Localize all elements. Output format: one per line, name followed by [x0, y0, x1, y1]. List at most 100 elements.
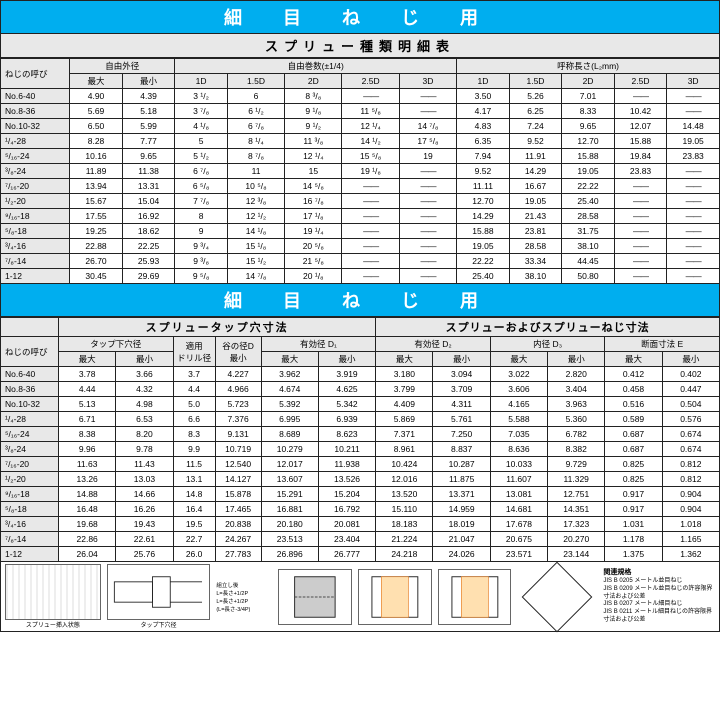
- t2-max4: 最大: [490, 352, 547, 367]
- cell: 20 ¹/₈: [285, 269, 342, 284]
- cell: 13.26: [59, 472, 116, 487]
- cell: 14.681: [490, 502, 547, 517]
- table-row: ⁷/₈-1422.8622.6122.724.26723.51323.40421…: [1, 532, 720, 547]
- table-row: ¹/₂-2015.6715.047 ⁷/₈12 ³/₈16 ⁷/₈————12.…: [1, 194, 720, 209]
- cell: 2.820: [548, 367, 605, 382]
- cell: 12.07: [614, 119, 667, 134]
- sg-inner: 内径 D₃: [490, 337, 605, 352]
- cell: 6 ¹/₂: [227, 104, 284, 119]
- cell: 15.878: [215, 487, 261, 502]
- cell: 24.267: [215, 532, 261, 547]
- grp-len: 呼称長さ(L₂mm): [457, 59, 720, 74]
- cell: 4.83: [457, 119, 510, 134]
- cell: 14.351: [548, 502, 605, 517]
- cell: ——: [399, 224, 456, 239]
- table-row: No.8-364.444.324.44.9664.6744.6253.7993.…: [1, 382, 720, 397]
- cell: 5.13: [59, 397, 116, 412]
- cell: ——: [614, 254, 667, 269]
- row-label: ⁵/₁₆-24: [1, 427, 59, 442]
- cell: ——: [667, 239, 720, 254]
- cell: 28.58: [562, 209, 615, 224]
- cell: 15.88: [614, 134, 667, 149]
- cell: 15.88: [457, 224, 510, 239]
- cell: 4.17: [457, 104, 510, 119]
- cell: 15 ¹/₂: [227, 254, 284, 269]
- cell: 19.05: [667, 134, 720, 149]
- sub-25d: 2.5D: [342, 74, 399, 89]
- table-row: ¹/₂-2013.2613.0313.114.12713.60713.52612…: [1, 472, 720, 487]
- cell: 0.674: [662, 442, 719, 457]
- sub-max: 最大: [70, 74, 123, 89]
- row-label: No.6-40: [1, 367, 59, 382]
- cell: 8 ⁷/₈: [227, 149, 284, 164]
- cell: 4.674: [261, 382, 318, 397]
- cell: 29.69: [122, 269, 175, 284]
- blank: [1, 318, 59, 337]
- standards-list: 関連規格 JIS B 0205 メートル並目ねじ JIS B 0209 メートル…: [603, 568, 715, 625]
- table-2: スプリュータップ穴寸法 スプリューおよびスプリューねじ寸法 ねじの呼び タップ下…: [0, 317, 720, 562]
- cell: 4.165: [490, 397, 547, 412]
- table-row: ³/₄-1622.8822.259 ³/₄15 ¹/₈20 ⁵/₈————19.…: [1, 239, 720, 254]
- cell: 4.39: [122, 89, 175, 104]
- cell: 14 ⁵/₈: [285, 179, 342, 194]
- cell: 4.227: [215, 367, 261, 382]
- cell: ——: [399, 104, 456, 119]
- cell: 24.218: [376, 547, 433, 562]
- row-label: ³/₈-24: [1, 164, 70, 179]
- diagram-strip: スプリュー挿入状態 タップ下穴径 組立し後 L=長さ+1/2P L=長さ+1/2…: [0, 562, 720, 632]
- cell: ——: [399, 209, 456, 224]
- cell: 44.45: [562, 254, 615, 269]
- cell: 6 ⁷/₈: [175, 164, 228, 179]
- cell: 5.0: [173, 397, 215, 412]
- cell: 3.094: [433, 367, 490, 382]
- cell: 19.05: [509, 194, 562, 209]
- cell: 3.799: [376, 382, 433, 397]
- cell: 6.995: [261, 412, 318, 427]
- sub-2d: 2D: [285, 74, 342, 89]
- cell: 7.94: [457, 149, 510, 164]
- cell: 19 ¹/₄: [285, 224, 342, 239]
- cell: 17 ¹/₈: [285, 209, 342, 224]
- cell: ——: [667, 89, 720, 104]
- row-label: ³/₄-16: [1, 239, 70, 254]
- cell: 5.723: [215, 397, 261, 412]
- stds-2: JIS B 0207 メートル細目ねじ: [603, 601, 682, 607]
- stds-1: JIS B 0209 メートル並目ねじの許容限界寸法および公差: [603, 586, 712, 600]
- row-label: ⁹/₁₆-18: [1, 209, 70, 224]
- cell: 18.019: [433, 517, 490, 532]
- cell: 25.40: [562, 194, 615, 209]
- col-yobi: ねじの呼び: [1, 59, 70, 89]
- cell: 8.623: [318, 427, 375, 442]
- t2-max2: 最大: [261, 352, 318, 367]
- cell: 13.94: [70, 179, 123, 194]
- cell: 0.687: [605, 427, 662, 442]
- cell: ——: [399, 239, 456, 254]
- sg-section: 断面寸法 E: [605, 337, 720, 352]
- cell: 13.526: [318, 472, 375, 487]
- row-label: ⁵/₈-18: [1, 502, 59, 517]
- cell: 12.751: [548, 487, 605, 502]
- cell: 8.636: [490, 442, 547, 457]
- cell: 9.78: [116, 442, 173, 457]
- row-label: ⁷/₈-14: [1, 532, 59, 547]
- table-row: ⁵/₁₆-2410.169.655 ¹/₂8 ⁷/₈12 ¹/₄15 ⁵/₈19…: [1, 149, 720, 164]
- cell: 4.44: [59, 382, 116, 397]
- sub-15d-b: 1.5D: [509, 74, 562, 89]
- cell: 15.88: [562, 149, 615, 164]
- cell: 7.24: [509, 119, 562, 134]
- cell: ——: [614, 209, 667, 224]
- cell: 15.291: [261, 487, 318, 502]
- grp-tap: スプリュータップ穴寸法: [59, 318, 376, 337]
- subtitle-1: スプリュー種類明細表: [0, 34, 720, 58]
- cell: 30.45: [70, 269, 123, 284]
- cell: ——: [614, 194, 667, 209]
- cell: 4.4: [173, 382, 215, 397]
- cell: 21.047: [433, 532, 490, 547]
- cell: 11.938: [318, 457, 375, 472]
- cell: 8 ¹/₄: [227, 134, 284, 149]
- cell: 13.520: [376, 487, 433, 502]
- cell: 25.76: [116, 547, 173, 562]
- cell: 15.204: [318, 487, 375, 502]
- cell: 20.081: [318, 517, 375, 532]
- cell: 16.92: [122, 209, 175, 224]
